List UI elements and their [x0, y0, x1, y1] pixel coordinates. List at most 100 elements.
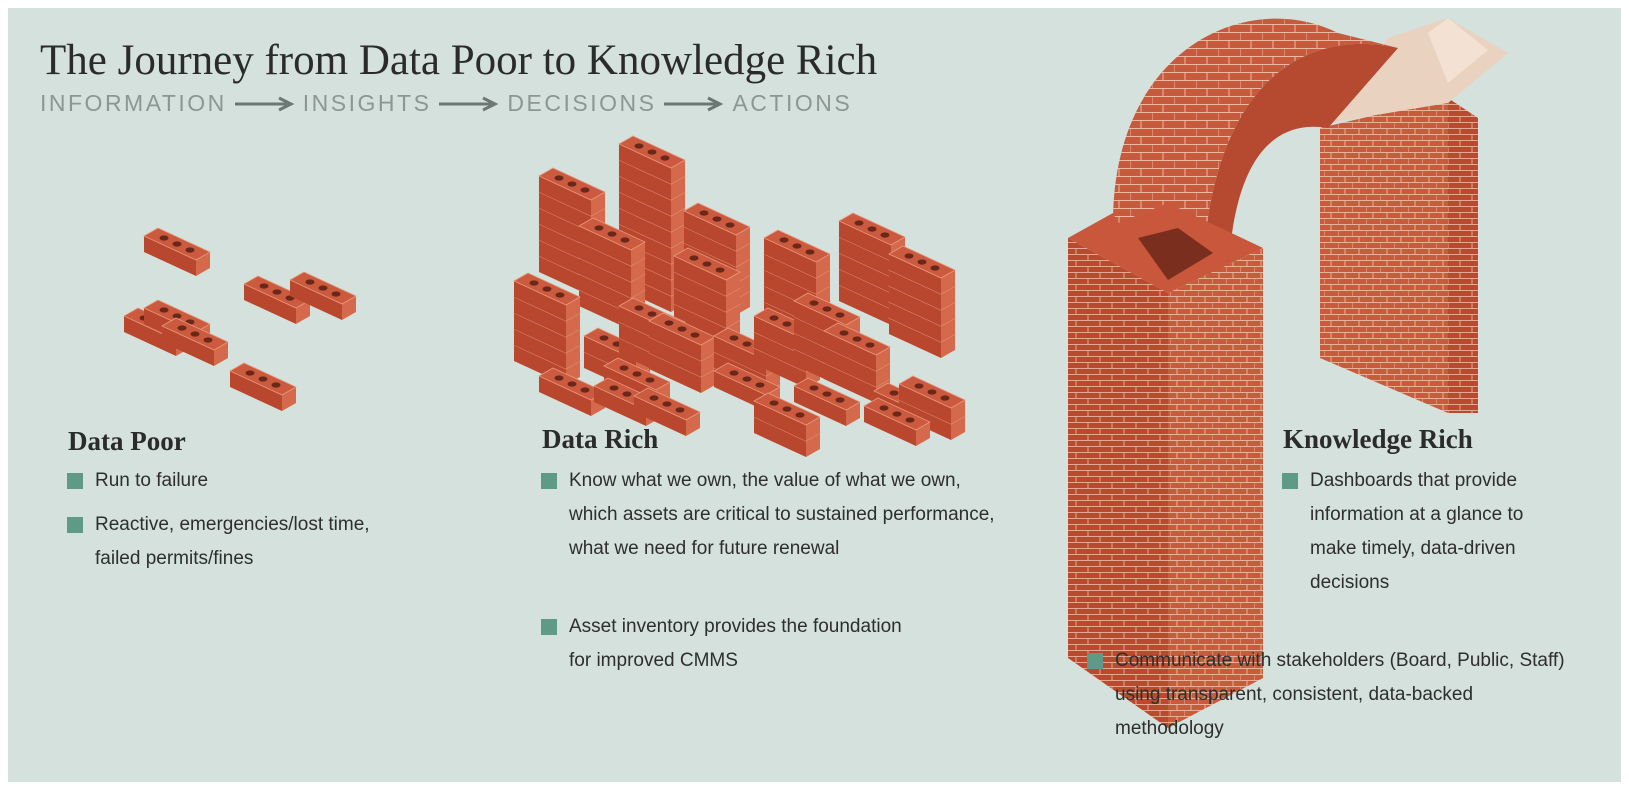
brick-hole [649, 395, 659, 401]
brick [289, 271, 357, 320]
brick-hole [892, 411, 902, 417]
brick-hole [675, 407, 685, 413]
bullet: Reactive, emergencies/lost time, failed … [67, 508, 385, 576]
brick-face [619, 192, 671, 232]
arch-underside [1203, 43, 1398, 298]
brick-face [230, 371, 282, 411]
brick-hole [529, 280, 539, 286]
stage-heading: Knowledge Rich [1283, 424, 1473, 454]
brick-hole [715, 267, 725, 273]
brick-face [579, 226, 631, 266]
brick-face [514, 297, 566, 337]
flow-step: INFORMATION [40, 90, 227, 116]
brick-face [674, 256, 726, 296]
brick [753, 392, 821, 441]
brick-face [839, 221, 891, 261]
brick-hole [580, 187, 590, 193]
brick-hole [245, 370, 255, 376]
stage-heading: Data Rich [542, 424, 659, 454]
brick-hole [203, 337, 213, 343]
brick-face [754, 316, 806, 356]
right-pillar-front [1448, 98, 1478, 413]
brick-face [839, 269, 891, 309]
brick-face [124, 316, 176, 356]
brick-hole [742, 341, 752, 347]
bullet: Communicate with stakeholders (Board, Pu… [1087, 644, 1565, 746]
brick-face [162, 326, 214, 366]
brick-face [634, 396, 686, 436]
brick-hole [729, 370, 739, 376]
brick [763, 229, 831, 278]
brick-face [889, 286, 941, 326]
brick [538, 167, 606, 216]
right-pillar-side [1320, 98, 1448, 413]
brick-hole [632, 371, 642, 377]
brick-face [674, 272, 726, 312]
brick-hole [729, 335, 739, 341]
brick-face [824, 331, 876, 371]
brick-hole [839, 330, 849, 336]
brick [673, 247, 741, 296]
brick-face [514, 281, 566, 321]
brick-hole [725, 222, 735, 228]
brick-face [684, 211, 736, 251]
brick-hole [699, 210, 709, 216]
brick-face [714, 336, 766, 376]
brick-hole [742, 376, 752, 382]
arrow [439, 96, 499, 111]
brick [229, 362, 297, 411]
arch [1068, 18, 1508, 728]
brick-face [684, 227, 736, 267]
brick-face [889, 302, 941, 342]
brick-face [794, 386, 846, 426]
brick-hole [822, 306, 832, 312]
brick-face [619, 160, 671, 200]
brick-hole [782, 321, 792, 327]
brick-hole [172, 241, 182, 247]
brick-hole [258, 376, 268, 382]
brick-face [619, 176, 671, 216]
brick-hole [792, 243, 802, 249]
brick-hole [664, 320, 674, 326]
brick-face [674, 288, 726, 328]
brick-face [514, 329, 566, 369]
brick-face [839, 237, 891, 277]
brick-hole [607, 231, 617, 237]
brick-hole [272, 289, 282, 295]
left-pillar-front [1068, 238, 1168, 728]
brick [648, 312, 716, 361]
brick-hole [927, 389, 937, 395]
brick-hole [177, 325, 187, 331]
brick-face [579, 290, 631, 330]
brick [618, 135, 686, 184]
brick-hole [609, 385, 619, 391]
brick-hole [580, 387, 590, 393]
brick-hole [805, 249, 815, 255]
brick-face [539, 208, 591, 248]
brick-face [539, 376, 591, 416]
bullet: Run to failure [67, 464, 395, 498]
brick-hole [259, 283, 269, 289]
brick-face [539, 256, 591, 296]
brick-face [899, 384, 951, 424]
brick-hole [809, 300, 819, 306]
brick-face [144, 236, 196, 276]
brick-face [764, 238, 816, 278]
brick-hole [835, 397, 845, 403]
brick-hole [542, 286, 552, 292]
brick-hole [879, 405, 889, 411]
brick-hole [172, 313, 182, 319]
brick-hole [271, 382, 281, 388]
brick [863, 397, 931, 446]
brick-face [764, 254, 816, 294]
brick-hole [305, 279, 315, 285]
brick [161, 317, 229, 366]
brick-face [889, 270, 941, 310]
brick-hole [782, 406, 792, 412]
brick-face [754, 417, 806, 457]
brick-hole [159, 307, 169, 313]
brick-face [824, 363, 876, 403]
brick-hole [645, 377, 655, 383]
title: The Journey from Data Poor to Knowledge … [40, 37, 878, 84]
brick-hole [712, 216, 722, 222]
